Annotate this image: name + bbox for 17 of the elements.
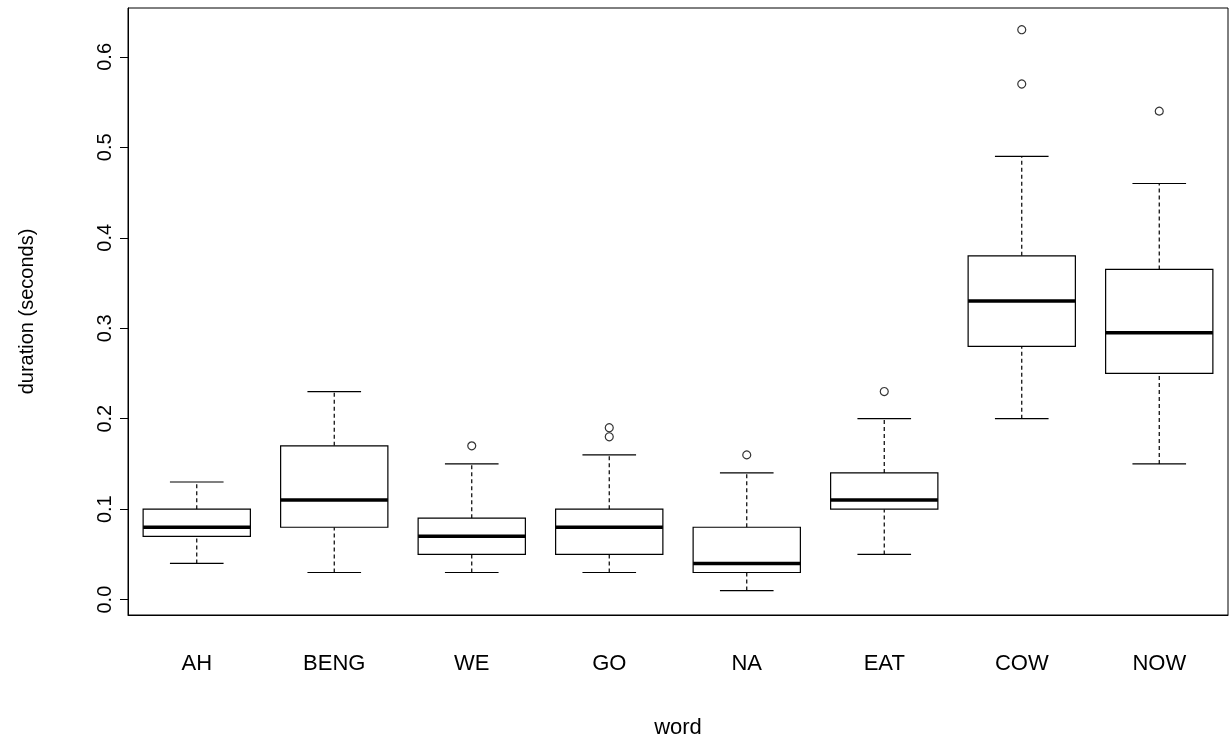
x-tick-label: WE xyxy=(454,649,490,675)
x-tick-label: NA xyxy=(731,649,763,675)
x-tick-label: EAT xyxy=(863,649,905,675)
x-axis-title: word xyxy=(653,713,702,739)
y-tick-label: 0.2 xyxy=(93,404,115,433)
x-tick-label: GO xyxy=(592,649,627,675)
y-tick-label: 0.4 xyxy=(93,223,115,252)
y-tick-label: 0.1 xyxy=(93,495,115,524)
x-tick-label: NOW xyxy=(1132,649,1187,675)
y-axis-title: duration (seconds) xyxy=(15,228,37,395)
x-tick-label: COW xyxy=(994,649,1049,675)
x-tick-label: AH xyxy=(181,649,213,675)
y-tick-label: 0.5 xyxy=(93,133,115,162)
y-tick-label: 0.0 xyxy=(93,585,115,614)
x-tick-label: BENG xyxy=(303,649,366,675)
y-tick-label: 0.6 xyxy=(93,42,115,71)
y-tick-label: 0.3 xyxy=(93,314,115,343)
